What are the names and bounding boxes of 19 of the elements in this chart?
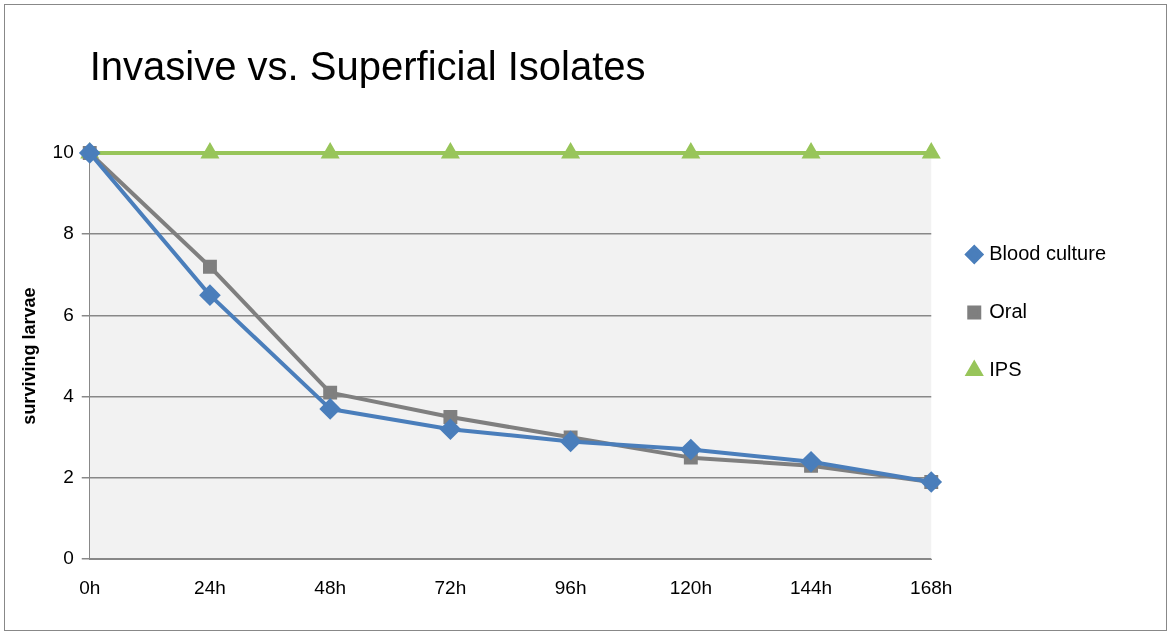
y-tick-label: 10 [52,141,74,163]
x-tick-label: 168h [910,576,953,598]
y-axis-title: surviving larvae [18,287,39,425]
y-tick-label: 2 [63,466,74,488]
x-tick-label: 0h [79,576,101,598]
x-tick-label: 96h [554,576,587,598]
y-tick-label: 6 [63,303,74,325]
legend-label: Oral [989,300,1028,323]
legend-label: IPS [989,358,1022,381]
x-tick-label: 24h [194,576,226,598]
x-tick-label: 144h [789,576,833,598]
y-tick-label: 8 [63,222,74,244]
chart-title: Invasive vs. Superficial Isolates [89,44,646,89]
x-tick-label: 48h [314,576,347,598]
legend-label: Blood culture [989,242,1107,265]
x-tick-label: 72h [434,576,467,598]
y-tick-label: 0 [63,547,74,569]
y-tick-label: 4 [63,384,75,406]
x-tick-label: 120h [669,576,712,598]
